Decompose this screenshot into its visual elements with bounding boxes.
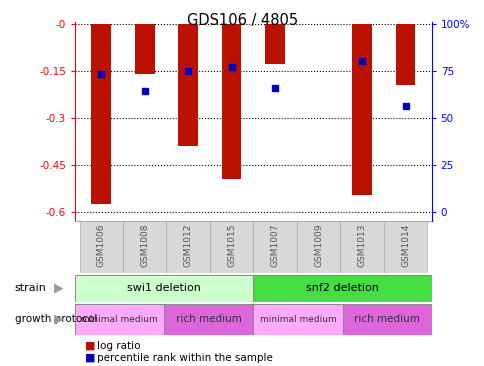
Bar xyxy=(351,23,371,195)
Text: swi1 deletion: swi1 deletion xyxy=(127,283,201,293)
Text: ▶: ▶ xyxy=(54,313,64,326)
Text: minimal medium: minimal medium xyxy=(81,315,158,324)
Text: GSM1015: GSM1015 xyxy=(227,224,236,268)
Text: log ratio: log ratio xyxy=(97,341,140,351)
Text: ■: ■ xyxy=(85,341,95,351)
Bar xyxy=(178,23,197,146)
Bar xyxy=(79,221,123,273)
Bar xyxy=(383,221,426,273)
Bar xyxy=(253,304,342,335)
Text: GSM1007: GSM1007 xyxy=(270,224,279,268)
Text: GSM1014: GSM1014 xyxy=(400,224,409,268)
Bar xyxy=(340,221,383,273)
Bar xyxy=(265,23,284,64)
Bar xyxy=(123,221,166,273)
Bar xyxy=(395,23,414,85)
Text: growth protocol: growth protocol xyxy=(15,314,97,324)
Bar xyxy=(253,221,296,273)
Bar xyxy=(75,304,164,335)
Bar xyxy=(296,221,340,273)
Text: rich medium: rich medium xyxy=(353,314,419,324)
Text: ▶: ▶ xyxy=(54,282,64,295)
Text: ■: ■ xyxy=(85,353,95,363)
Text: GSM1012: GSM1012 xyxy=(183,224,192,268)
Text: percentile rank within the sample: percentile rank within the sample xyxy=(97,353,272,363)
Text: strain: strain xyxy=(15,283,46,293)
Bar xyxy=(166,221,210,273)
Bar xyxy=(75,274,253,302)
Bar xyxy=(342,304,431,335)
Text: snf2 deletion: snf2 deletion xyxy=(305,283,378,293)
Text: GSM1013: GSM1013 xyxy=(357,224,366,268)
Text: rich medium: rich medium xyxy=(176,314,242,324)
Text: GSM1006: GSM1006 xyxy=(97,224,106,268)
Bar xyxy=(164,304,253,335)
Bar xyxy=(135,23,154,74)
Text: GSM1008: GSM1008 xyxy=(140,224,149,268)
Text: minimal medium: minimal medium xyxy=(259,315,335,324)
Text: GSM1009: GSM1009 xyxy=(314,224,322,268)
Bar xyxy=(210,221,253,273)
Bar xyxy=(253,274,431,302)
Text: GDS106 / 4805: GDS106 / 4805 xyxy=(186,13,298,28)
Bar xyxy=(91,23,111,204)
Bar xyxy=(222,23,241,179)
